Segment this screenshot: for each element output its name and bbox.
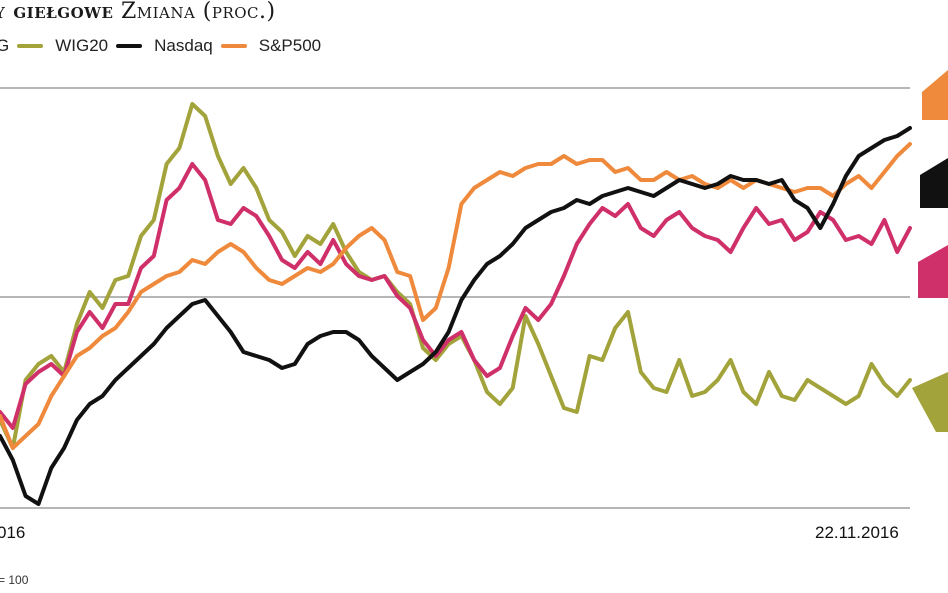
edge-marker-3 xyxy=(912,372,948,432)
legend-swatch-nasdaq xyxy=(116,44,143,48)
legend-swatch-wig20 xyxy=(17,44,44,48)
edge-marker-1 xyxy=(920,158,948,208)
chart-title-rest: Zmiana (proc.) xyxy=(120,0,276,24)
legend-swatch-sp500 xyxy=(220,44,247,48)
legend-item-nasdaq: Nasdaq xyxy=(154,36,247,56)
series-lines xyxy=(0,102,912,506)
series-line-g xyxy=(0,162,912,430)
legend-label-sp500: S&P500 xyxy=(258,36,322,55)
legend-item-g: G xyxy=(0,36,44,56)
chart-title: y giełgowe Zmiana (proc.) xyxy=(0,0,276,24)
series-line-wig20 xyxy=(0,102,912,450)
series-line-sp500 xyxy=(0,142,912,450)
x-tick-label-end: 22.11.2016 xyxy=(815,523,899,542)
legend-item-wig20: WIG20 xyxy=(55,36,143,56)
legend-label-wig20: WIG20 xyxy=(55,36,109,55)
gridlines xyxy=(0,87,910,509)
legend: G WIG20 Nasdaq S&P500 xyxy=(0,36,321,56)
legend-label-nasdaq: Nasdaq xyxy=(154,36,213,55)
legend-label-g: G xyxy=(0,36,10,55)
series-line-nasdaq xyxy=(0,126,912,506)
base-note: = 100 xyxy=(0,573,29,587)
edge-marker-2 xyxy=(918,245,948,298)
x-tick-label-start: 016 xyxy=(0,523,26,542)
edge-marker-0 xyxy=(922,70,948,120)
chart-title-bold: y giełgowe xyxy=(0,0,114,24)
legend-item-sp500: S&P500 xyxy=(259,36,321,56)
right-edge-markers xyxy=(912,70,948,432)
